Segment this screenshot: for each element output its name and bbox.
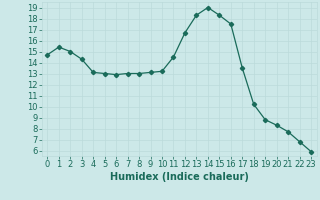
X-axis label: Humidex (Indice chaleur): Humidex (Indice chaleur) [110,172,249,182]
